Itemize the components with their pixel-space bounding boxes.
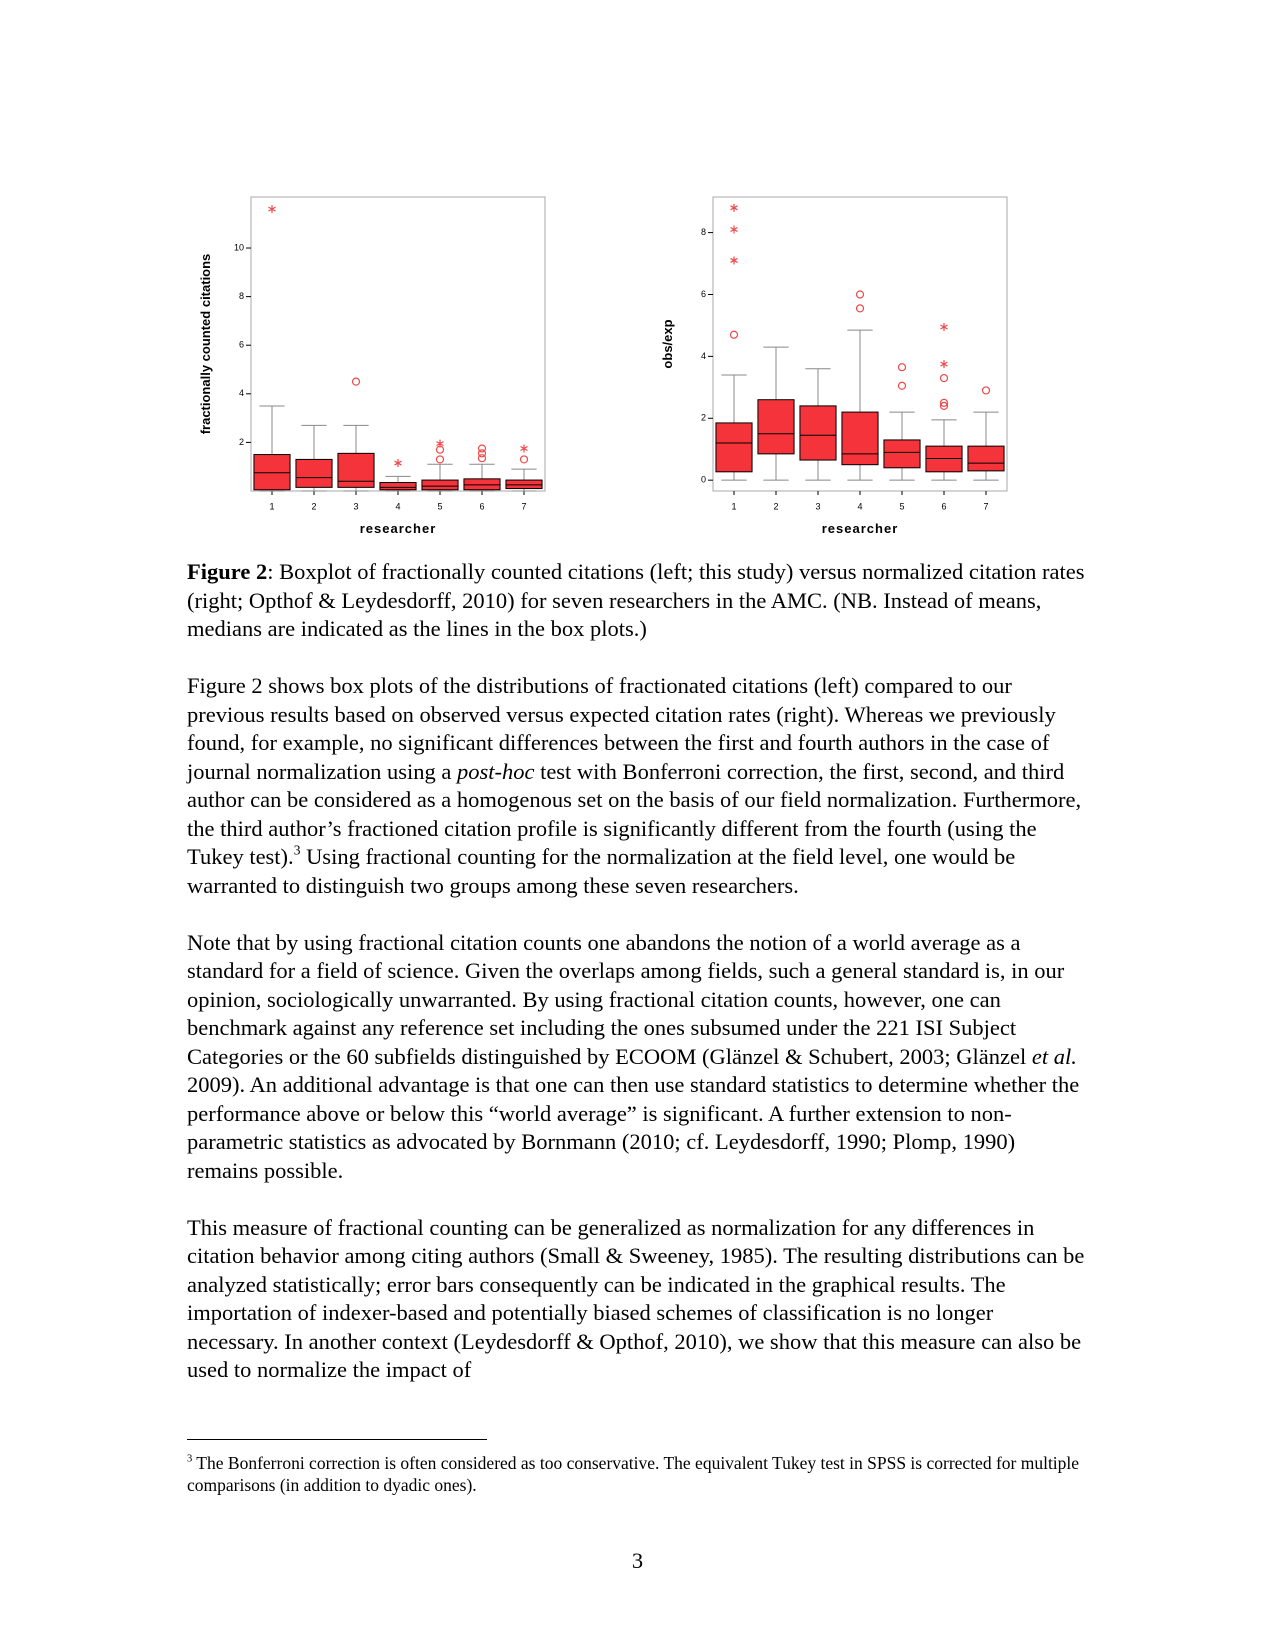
y-tick-label: 4 bbox=[239, 388, 244, 398]
text-run: Figure 2 shows box plots of the distribu… bbox=[187, 673, 1056, 784]
box bbox=[967, 445, 1005, 472]
body-text: Figure 2: Boxplot of fractionally counte… bbox=[187, 558, 1089, 1413]
x-tick-label: 6 bbox=[479, 501, 484, 511]
x-tick-label: 5 bbox=[437, 501, 442, 511]
outlier bbox=[855, 304, 865, 313]
outlier bbox=[519, 455, 529, 464]
box bbox=[463, 478, 501, 491]
text-run: Note that by using fractional citation c… bbox=[187, 929, 1065, 1069]
text-run: This measure of fractional counting can … bbox=[187, 1214, 1085, 1383]
extreme bbox=[730, 203, 738, 212]
text-run: 2009). An additional advantage is that o… bbox=[187, 1072, 1080, 1183]
y-tick-label: 2 bbox=[701, 413, 706, 423]
y-tick-label: 8 bbox=[239, 291, 244, 301]
extreme bbox=[730, 225, 738, 234]
paragraph: Figure 2 shows box plots of the distribu… bbox=[187, 672, 1089, 900]
y-axis-title: obs/exp bbox=[660, 319, 675, 368]
footnote: 3 The Bonferroni correction is often con… bbox=[187, 1452, 1089, 1496]
footnote-ref: 3 bbox=[293, 842, 301, 858]
text-run: test with Bonferroni correction, the fir… bbox=[187, 758, 1082, 870]
extreme bbox=[520, 444, 528, 453]
box bbox=[337, 452, 375, 488]
outlier bbox=[897, 363, 907, 372]
page-number: 3 bbox=[631, 1548, 644, 1573]
outlier bbox=[855, 290, 865, 299]
x-tick-label: 3 bbox=[353, 501, 358, 511]
boxplot-right: 0 2 4 6 8 obs/exp researcher 1 2 3 4 5 6 7 bbox=[660, 196, 1008, 536]
footnote-text: The Bonferroni correction is often consi… bbox=[187, 1453, 1080, 1495]
outlier bbox=[477, 454, 487, 463]
y-tick-label: 2 bbox=[239, 437, 244, 447]
y-tick-label: 6 bbox=[701, 289, 706, 299]
extreme bbox=[730, 256, 738, 265]
x-tick-label: 2 bbox=[311, 501, 316, 511]
x-tick-label: 7 bbox=[521, 501, 526, 511]
plot-frame bbox=[250, 196, 546, 492]
x-axis-title: researcher bbox=[360, 521, 437, 536]
box bbox=[883, 439, 921, 469]
box bbox=[757, 399, 795, 455]
box bbox=[421, 479, 459, 491]
outlier bbox=[477, 449, 487, 458]
x-tick-label: 5 bbox=[899, 501, 904, 511]
box bbox=[295, 458, 333, 488]
box bbox=[799, 405, 837, 461]
caption-label: Figure 2 bbox=[187, 559, 268, 584]
box bbox=[253, 454, 291, 491]
caption-text: : Boxplot of fractionally counted citati… bbox=[187, 559, 1085, 641]
x-tick-label: 6 bbox=[941, 501, 946, 511]
extreme bbox=[436, 439, 444, 448]
outlier bbox=[897, 381, 907, 390]
text-run: Using fractional counting for the normal… bbox=[187, 844, 1016, 898]
extreme bbox=[394, 459, 402, 468]
y-axis-title: fractionally counted citations bbox=[198, 254, 213, 435]
y-tick-label: 10 bbox=[234, 242, 244, 252]
x-tick-label: 1 bbox=[269, 501, 274, 511]
y-tick-label: 8 bbox=[701, 227, 706, 237]
paragraph: This measure of fractional counting can … bbox=[187, 1214, 1089, 1385]
x-tick-label: 7 bbox=[983, 501, 988, 511]
x-tick-label: 1 bbox=[731, 501, 736, 511]
box bbox=[841, 411, 879, 466]
footnote-rule bbox=[187, 1439, 487, 1440]
outlier bbox=[939, 398, 949, 407]
y-tick-label: 4 bbox=[701, 351, 706, 361]
boxplot-left: 2 4 6 8 10 fractionally counted citations rese… bbox=[198, 196, 546, 536]
x-tick-label: 3 bbox=[815, 501, 820, 511]
outlier bbox=[981, 386, 991, 395]
y-tick-label: 6 bbox=[239, 340, 244, 350]
y-tick-label: 0 bbox=[701, 475, 706, 485]
box bbox=[505, 479, 543, 490]
outlier bbox=[435, 455, 445, 464]
italic-run: et al. bbox=[1031, 1043, 1077, 1069]
outlier bbox=[939, 401, 949, 410]
x-tick-label: 4 bbox=[857, 501, 862, 511]
extreme bbox=[940, 322, 948, 331]
box bbox=[715, 422, 753, 473]
footnote-mark: 3 bbox=[187, 1453, 193, 1465]
outlier bbox=[477, 444, 487, 453]
box bbox=[379, 481, 417, 491]
outlier bbox=[351, 377, 361, 386]
extreme bbox=[268, 205, 276, 214]
x-axis-title: researcher bbox=[822, 521, 899, 536]
paragraph: Note that by using fractional citation c… bbox=[187, 929, 1089, 1186]
extreme bbox=[940, 360, 948, 369]
caption: Figure 2: Boxplot of fractionally counte… bbox=[187, 558, 1089, 644]
italic-run: post-hoc bbox=[456, 758, 535, 784]
x-tick-label: 4 bbox=[395, 501, 400, 511]
x-tick-label: 2 bbox=[773, 501, 778, 511]
outlier bbox=[939, 373, 949, 383]
outlier bbox=[729, 330, 739, 339]
